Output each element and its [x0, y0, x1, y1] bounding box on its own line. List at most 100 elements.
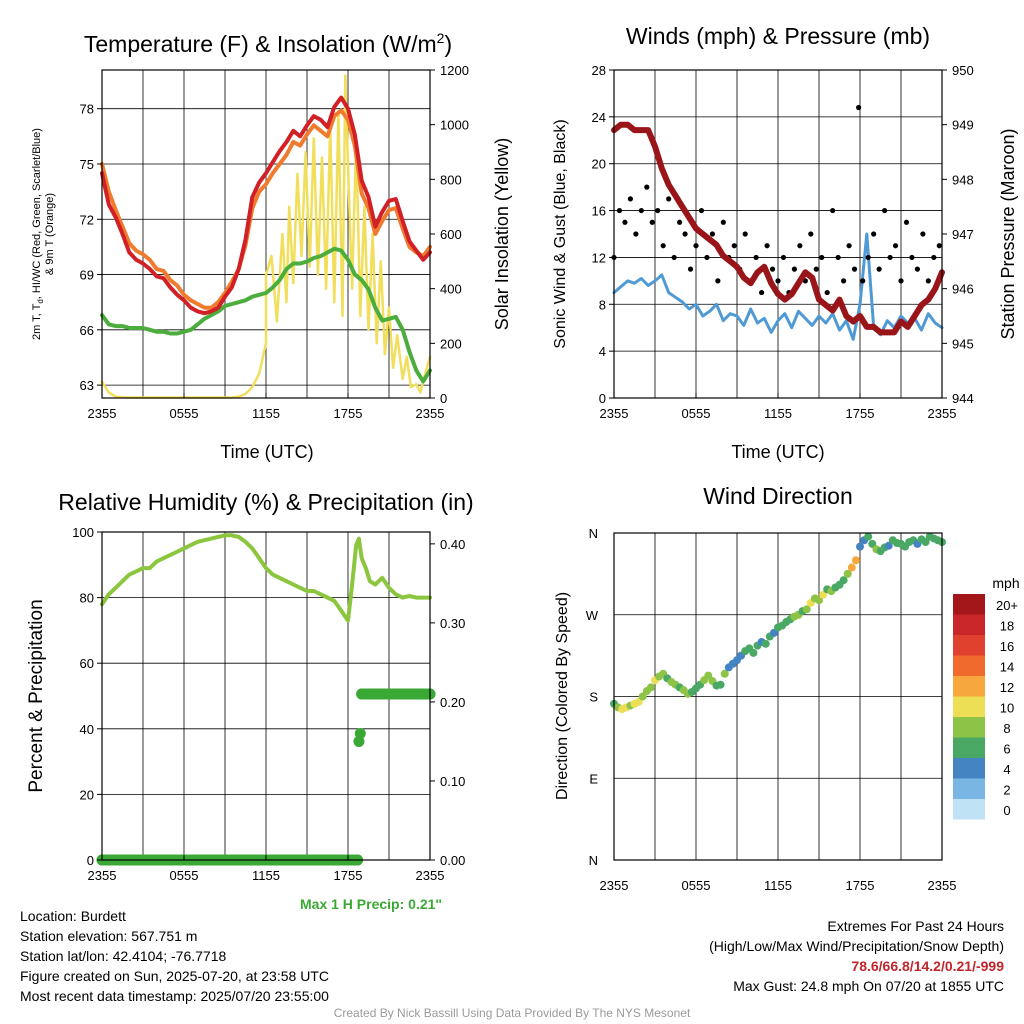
x-tick-label: 1155 [764, 406, 792, 421]
direction-point [921, 538, 930, 547]
winds-panel: Winds (mph) & Pressure (mb) 2355 0555 1155… [552, 23, 1018, 462]
y-right-tick-label: 947 [952, 227, 974, 242]
x-tick-label: 2355 [600, 878, 629, 893]
svg-text:& 9m T (Orange): & 9m T (Orange) [44, 193, 56, 275]
precip-point [397, 688, 409, 700]
direction-point [716, 680, 725, 689]
y-left-tick-label: 20 [80, 787, 94, 802]
legend-label: 2 [1003, 783, 1010, 798]
y-left-tick-label: 80 [80, 591, 94, 606]
station-location: Location: Burdett [20, 908, 126, 924]
legend-label: 16 [1000, 639, 1014, 654]
y-left-tick-label: 16 [592, 204, 606, 219]
series-line-dewpoint [100, 246, 432, 384]
station-elevation: Station elevation: 567.751 m [20, 928, 198, 944]
direction-point [856, 542, 864, 551]
gust-point [808, 231, 814, 237]
gust-point [649, 219, 655, 225]
gust-point [813, 266, 819, 272]
y-right-tick-label: 1200 [440, 63, 469, 78]
gust-point [759, 289, 765, 296]
direction-title: Wind Direction [703, 483, 853, 509]
x-tick-label: 0555 [682, 406, 711, 421]
legend-swatch [953, 737, 985, 758]
winds-grid [614, 70, 942, 398]
x-tick-label: 0555 [170, 406, 199, 421]
gust-point [715, 278, 721, 284]
x-tick-label: 2355 [88, 406, 117, 421]
legend-swatch [953, 635, 985, 656]
gust-point [931, 254, 937, 261]
winds-ylabel-left: Sonic Wind & Gust (Blue, Black) [552, 119, 569, 348]
temperature-ticks: 2355 0555 1155 1755 2355 63 66 69 72 75 78 0 200 400 6… [80, 63, 469, 421]
gust-point [830, 207, 836, 214]
extremes-values: 78.6/66.8/14.2/0.21/-999 [851, 958, 1004, 974]
humidity-ylabel-left: Percent & Precipitation [26, 599, 47, 792]
gust-point [835, 254, 841, 261]
legend-label: 8 [1003, 721, 1010, 736]
gust-point [909, 254, 915, 261]
direction-point [839, 576, 848, 585]
winds-ylabel-right: Station Pressure (Maroon) [998, 128, 1018, 339]
winds-xlabel: Time (UTC) [731, 442, 824, 462]
gust-point [731, 243, 737, 249]
max-gust: Max Gust: 24.8 mph On 07/20 at 1855 UTC [733, 978, 1004, 994]
station-latlon: Station lat/lon: 42.4104; -76.7718 [20, 948, 227, 964]
y-left-tick-label: 12 [592, 250, 606, 265]
gust-point [644, 184, 650, 190]
direction-point [749, 648, 758, 657]
legend-label: 0 [1003, 803, 1010, 818]
direction-point [720, 669, 729, 678]
gust-point [882, 207, 888, 214]
y-right-tick-label: 950 [952, 63, 974, 78]
direction-series [610, 532, 946, 714]
x-tick-label: 1155 [252, 406, 280, 421]
x-tick-label: 2355 [416, 406, 445, 421]
gust-point [638, 207, 644, 214]
figure-created: Figure created on Sun, 2025-07-20, at 23… [20, 968, 329, 984]
y-right-tick-label: 945 [952, 336, 974, 351]
y-right-tick-label: 0.10 [440, 774, 465, 789]
gust-point [698, 207, 705, 214]
y-left-tick-label: 66 [80, 323, 94, 338]
gust-point [720, 219, 726, 225]
gust-point [846, 243, 852, 249]
precip-point [354, 728, 366, 740]
gust-point [682, 231, 688, 237]
y-left-tick-label: 0 [599, 391, 606, 406]
legend-label: 12 [1000, 680, 1014, 695]
y-left-tick-label: 78 [80, 102, 94, 117]
gust-point [633, 231, 639, 237]
gust-point [687, 266, 694, 272]
legend-label: 6 [1003, 742, 1010, 757]
temperature-panel: Temperature (F) & Insolation (W/m2) 2355… [31, 30, 512, 462]
series-line-temp9m [100, 108, 432, 310]
legend-unit: mph [992, 575, 1019, 591]
x-tick-label: 1155 [252, 868, 280, 883]
y-right-tick-label: 0.20 [440, 695, 465, 710]
y-left-tick-label: 40 [80, 722, 94, 737]
legend-swatch [953, 655, 985, 676]
y-left-tick-label: 0 [87, 853, 94, 868]
series-line-pressure [611, 121, 945, 336]
legend-swatch [953, 799, 985, 820]
gust-point [871, 231, 877, 237]
series-line-wind [612, 232, 944, 341]
extremes-info: Extremes For Past 24 Hours (High/Low/Max… [709, 916, 1004, 996]
gust-point [892, 243, 899, 249]
gust-point [655, 207, 661, 214]
station-info: Location: Burdett Station elevation: 567… [20, 906, 329, 1006]
temperature-ylabel-right: Solar Insolation (Yellow) [492, 138, 512, 330]
y-tick-label: N [589, 526, 598, 541]
gust-point [936, 243, 942, 249]
y-left-tick-label: 75 [80, 157, 94, 172]
direction-point [815, 596, 823, 605]
temperature-title: Temperature (F) & Insolation (W/m2) [84, 30, 452, 57]
temperature-xlabel: Time (UTC) [220, 442, 313, 462]
legend-swatch [953, 758, 985, 779]
y-left-tick-label: 63 [80, 378, 94, 393]
y-right-tick-label: 0 [440, 391, 447, 406]
y-right-tick-label: 0.00 [440, 853, 465, 868]
